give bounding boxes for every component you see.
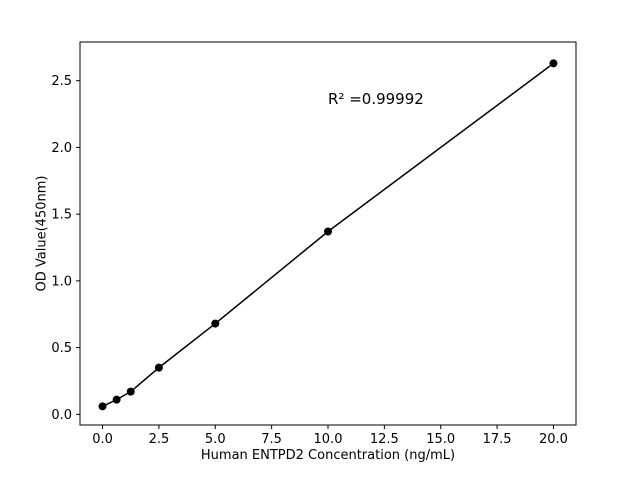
y-tick-label: 1.5 — [51, 208, 72, 223]
x-tick-label: 10.0 — [314, 432, 343, 447]
x-tick-label: 20.0 — [539, 432, 568, 447]
y-tick-label: 2.5 — [51, 74, 72, 89]
x-axis-label: Human ENTPD2 Concentration (ng/mL) — [200, 448, 456, 463]
y-tick-label: 2.0 — [51, 141, 72, 156]
x-tick-label: 12.5 — [370, 432, 399, 447]
x-tick-label: 2.5 — [149, 432, 170, 447]
data-point — [549, 59, 558, 68]
data-point — [211, 319, 220, 328]
x-tick-label: 7.5 — [261, 432, 282, 447]
r-squared-annotation: R² =0.99992 — [328, 90, 424, 108]
y-tick-label: 0.0 — [51, 408, 72, 423]
y-tick-label: 1.0 — [51, 274, 72, 289]
y-tick-label: 0.5 — [51, 341, 72, 356]
data-point — [112, 395, 121, 404]
x-tick-label: 0.0 — [92, 432, 113, 447]
data-point — [154, 363, 163, 372]
x-tick-label: 17.5 — [483, 432, 512, 447]
x-tick-label: 15.0 — [426, 432, 455, 447]
data-point — [126, 387, 135, 396]
y-axis-label: OD Value(450nm) — [34, 175, 50, 292]
x-tick-label: 5.0 — [205, 432, 226, 447]
data-point — [98, 402, 107, 411]
data-point — [324, 227, 332, 236]
